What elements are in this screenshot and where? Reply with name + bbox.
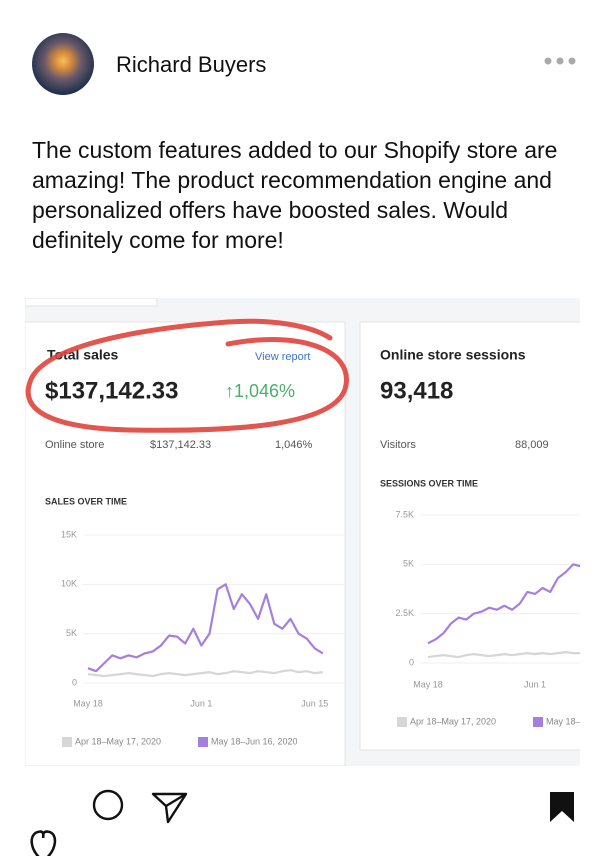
card-title: Online store sessions xyxy=(380,347,526,363)
card-change: ↑1,046% xyxy=(225,381,295,401)
annotation-circle xyxy=(25,318,349,433)
caption: The custom features added to our Shopify… xyxy=(32,137,558,253)
legend-label: May 18–Jun 16, 2020 xyxy=(546,716,607,726)
line-series xyxy=(427,651,580,659)
user-name[interactable]: Richard Buyers xyxy=(116,52,267,77)
dashboard: Total sales View report $137,142.33 ↑1,046%… xyxy=(25,298,607,766)
y-tick-label: 0 xyxy=(409,657,414,667)
like-button[interactable] xyxy=(30,830,57,856)
line-series xyxy=(427,563,580,645)
chart-title: SALES OVER TIME xyxy=(45,496,127,506)
legend-swatch xyxy=(533,717,543,727)
comment-button[interactable] xyxy=(92,789,124,821)
row-value: $137,142.33 xyxy=(150,439,211,451)
card-title: Total sales xyxy=(47,347,119,363)
chart-title: SESSIONS OVER TIME xyxy=(380,478,478,488)
x-tick-label: May 18 xyxy=(73,698,103,708)
line-series xyxy=(87,583,324,673)
x-tick-label: May 18 xyxy=(413,679,443,689)
legend-label: Apr 18–May 17, 2020 xyxy=(75,736,161,746)
card-value: $137,142.33 xyxy=(45,377,178,404)
y-tick-label: 10K xyxy=(61,579,77,589)
avatar[interactable] xyxy=(32,33,94,95)
y-tick-label: 5K xyxy=(403,559,414,569)
y-tick-label: 0 xyxy=(72,677,77,687)
more-button[interactable] xyxy=(543,55,579,67)
y-tick-label: 2.5K xyxy=(395,608,414,618)
row-value: 88,009 xyxy=(515,439,549,451)
line-series xyxy=(87,669,324,678)
row-label: Online store xyxy=(45,439,104,451)
card-value: 93,418 xyxy=(380,377,453,404)
share-button[interactable] xyxy=(151,792,188,824)
legend-swatch xyxy=(397,717,407,727)
legend-swatch xyxy=(198,737,208,747)
x-tick-label: Jun 1 xyxy=(524,679,546,689)
x-tick-label: Jun 15 xyxy=(301,698,328,708)
y-tick-label: 5K xyxy=(66,628,77,638)
legend-swatch xyxy=(62,737,72,747)
y-tick-label: 7.5K xyxy=(395,509,414,519)
legend-label: May 18–Jun 16, 2020 xyxy=(211,736,298,746)
x-tick-label: Jun 1 xyxy=(190,698,212,708)
save-button[interactable] xyxy=(550,792,574,822)
y-tick-label: 15K xyxy=(61,529,77,539)
view-report-link: View report xyxy=(255,351,310,363)
row-label: Visitors xyxy=(380,439,416,451)
row-change: 1,046% xyxy=(275,439,313,451)
legend-label: Apr 18–May 17, 2020 xyxy=(410,716,496,726)
